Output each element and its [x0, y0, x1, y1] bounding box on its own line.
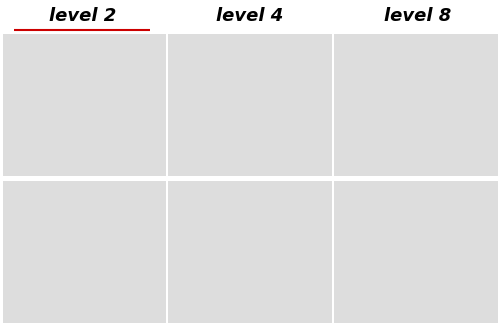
Text: level 4: level 4	[216, 7, 284, 25]
Text: level 2: level 2	[49, 7, 116, 25]
Text: level 8: level 8	[384, 7, 451, 25]
